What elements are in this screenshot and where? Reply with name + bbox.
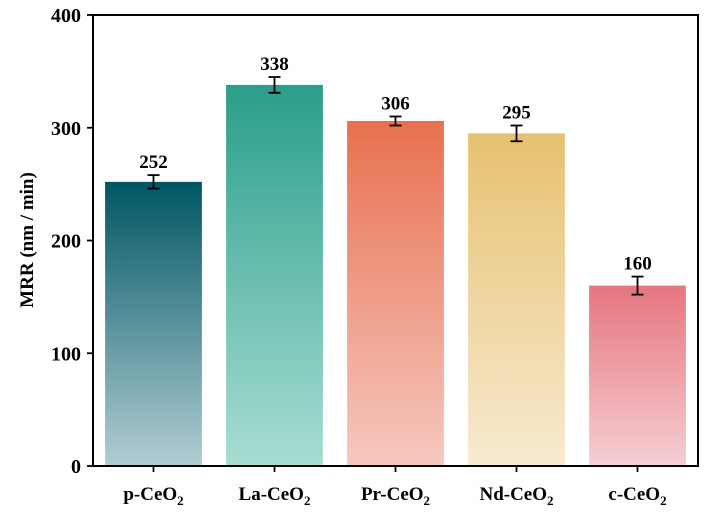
category-label-3: Pr-CeO2	[361, 484, 430, 508]
value-label-1: 252	[139, 152, 168, 173]
category-label-2: La-CeO2	[239, 484, 311, 508]
bar-2	[226, 84, 323, 466]
value-label-5: 160	[623, 254, 652, 275]
y-tick-label-3: 200	[51, 231, 81, 253]
bar-1	[105, 181, 202, 466]
value-label-3: 306	[381, 93, 410, 114]
value-label-2: 338	[260, 54, 289, 75]
category-label-1: p-CeO2	[123, 484, 183, 508]
value-label-4: 295	[502, 102, 531, 123]
error-bar-5	[631, 275, 644, 296]
error-bar-4	[510, 124, 523, 143]
bar-3	[347, 120, 444, 467]
y-axis-title: MRR (nm / min)	[17, 172, 38, 308]
bar-4	[468, 133, 565, 466]
y-tick-label-2: 100	[51, 343, 81, 365]
error-bar-3	[389, 115, 402, 127]
bar-5	[589, 285, 686, 466]
y-tick-label-4: 300	[51, 118, 81, 140]
y-tick-label-5: 400	[51, 5, 81, 27]
error-bar-2	[268, 76, 281, 94]
error-bar-1	[147, 174, 160, 190]
category-label-4: Nd-CeO2	[479, 484, 553, 508]
category-label-5: c-CeO2	[608, 484, 666, 508]
y-tick-label-1: 0	[71, 456, 81, 478]
